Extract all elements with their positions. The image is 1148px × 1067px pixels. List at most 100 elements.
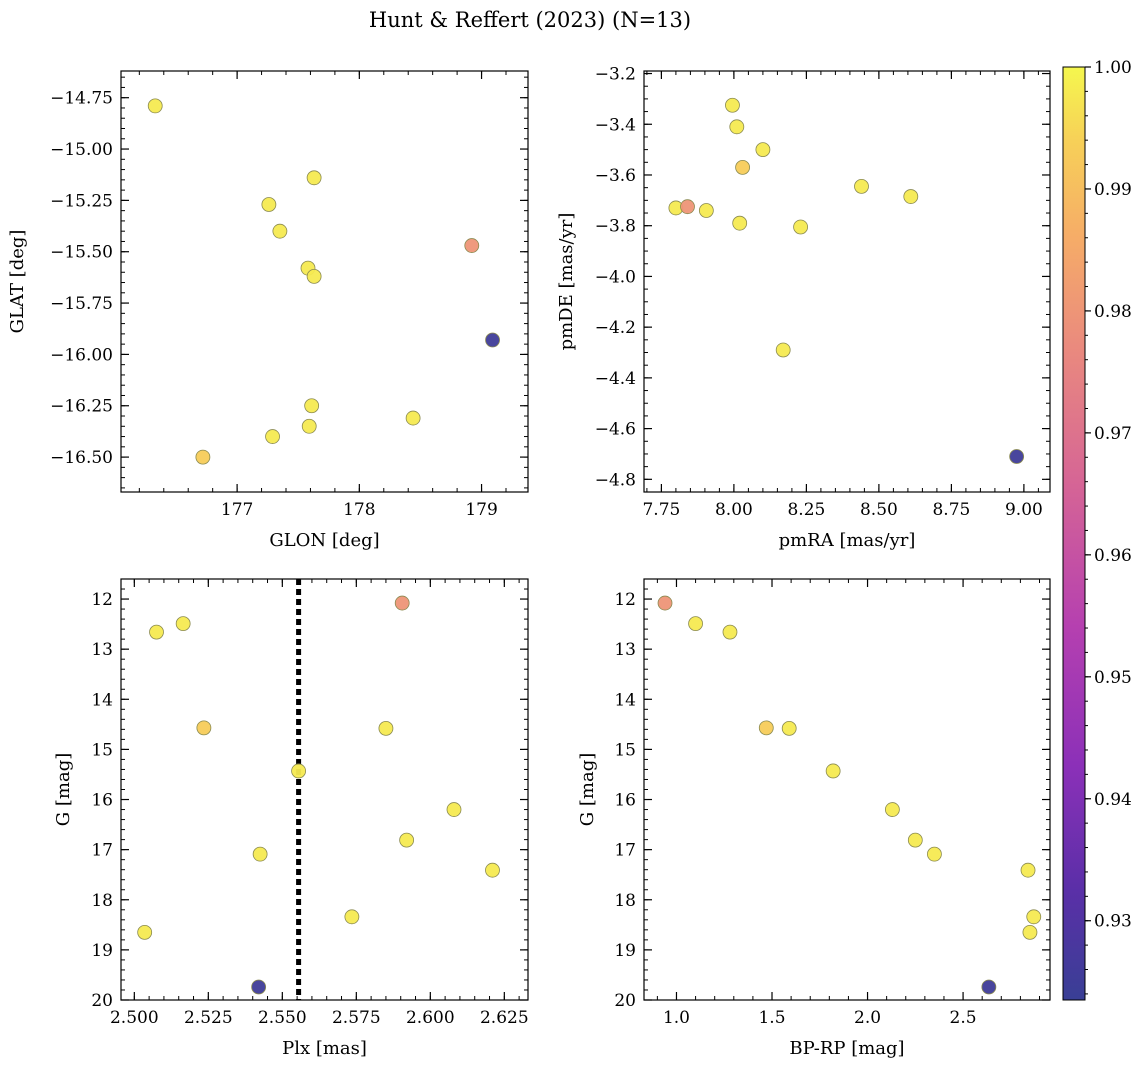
scatter-point: [907, 832, 923, 848]
panel-plx-g: 2.500 2.525 2.550 2.575 2.600 2.625 12 13 14 15 16…: [53, 578, 529, 1059]
panels: 177 178 179 −14.75 −15.00 −15.25 −15.50 −15.75 −…: [7, 65, 1051, 1059]
scatter-point: [272, 223, 288, 239]
x-tick-label: 177: [221, 500, 253, 520]
scatter-point: [755, 142, 771, 158]
scatter-point: [854, 178, 869, 194]
scatter-point: [725, 97, 740, 113]
scatter-point: [680, 199, 695, 215]
y-tick-label: −3.4: [595, 115, 636, 135]
x-tick-label: 8.25: [787, 500, 825, 520]
y-tick-label: −15.25: [50, 191, 113, 211]
scatter-point: [729, 119, 745, 135]
x-tick-label: 178: [343, 500, 375, 520]
x-axis-label: Plx [mas]: [282, 1038, 367, 1059]
panel-cmd: 1.0 1.5 2.0 2.5 12 13 14 15 16 17 18 19 20 BP-RP [mag…: [577, 578, 1051, 1059]
y-tick-label: −4.0: [595, 267, 636, 287]
scatter-point: [698, 203, 714, 218]
y-tick-label: 12: [614, 590, 636, 610]
scatter-point: [446, 802, 462, 817]
y-tick-label: 14: [614, 690, 636, 710]
scatter-point: [147, 98, 163, 114]
scatter-point: [1009, 449, 1025, 464]
y-tick-label: 14: [91, 690, 113, 710]
scatter-point: [903, 189, 919, 204]
panel-frame: [643, 578, 1051, 1001]
scatter-point: [1026, 909, 1042, 925]
scatter-point: [265, 429, 280, 444]
scatter-point: [735, 159, 750, 175]
panel-glon-glat: 177 178 179 −14.75 −15.00 −15.25 −15.50 −15.75 −…: [7, 70, 529, 551]
colorbar-tick-label: 0.98: [1094, 302, 1132, 322]
y-tick-label: −4.2: [595, 318, 636, 338]
scatter-point: [137, 924, 153, 940]
y-tick-label: 20: [614, 991, 636, 1011]
scatter-point: [927, 846, 942, 862]
x-tick-label: 2.500: [110, 1008, 159, 1028]
scatter-point: [732, 215, 748, 231]
scatter-point: [394, 595, 410, 611]
x-axis-label: BP-RP [mag]: [789, 1038, 904, 1059]
y-tick-label: 19: [91, 941, 113, 961]
y-tick-label: −14.75: [50, 89, 113, 109]
x-tick-label: 2.550: [258, 1008, 307, 1028]
scatter-point: [175, 616, 191, 632]
y-tick-label: −3.8: [595, 217, 636, 237]
y-tick-label: −15.75: [50, 294, 113, 314]
scatter-point: [306, 268, 322, 284]
scatter-point: [291, 763, 307, 779]
scatter-point: [261, 197, 277, 212]
x-tick-label: 2.0: [854, 1008, 881, 1028]
colorbar: 0.93 0.94 0.95 0.96 0.97 0.98 0.99 1.00: [1062, 58, 1132, 1001]
x-tick-label: 1.5: [758, 1008, 785, 1028]
scatter-point: [195, 449, 211, 465]
y-tick-label: −4.8: [595, 470, 636, 490]
scatter-point: [252, 846, 268, 862]
colorbar-gradient: [1062, 66, 1086, 1001]
x-tick-label: 179: [465, 500, 497, 520]
scatter-point: [722, 624, 738, 640]
scatter-point: [378, 720, 394, 736]
y-tick-label: 15: [614, 740, 636, 760]
scatter-point: [657, 595, 673, 611]
y-tick-label: 13: [614, 640, 636, 660]
y-tick-label: −3.2: [595, 65, 636, 85]
y-tick-label: 17: [91, 841, 113, 861]
scatter-point: [688, 616, 703, 632]
scatter-point: [758, 720, 774, 736]
y-tick-label: 17: [614, 841, 636, 861]
x-tick-label: 8.50: [860, 500, 898, 520]
scatter-point: [301, 418, 317, 434]
y-tick-label: 13: [91, 640, 113, 660]
y-tick-label: 18: [91, 891, 113, 911]
y-axis-label: GLAT [deg]: [7, 230, 28, 334]
colorbar-tick-label: 0.99: [1094, 180, 1132, 200]
scatter-point: [405, 410, 421, 426]
scatter-point: [251, 979, 267, 995]
colorbar-tick-label: 0.94: [1094, 790, 1132, 810]
x-tick-label: 8.75: [932, 500, 970, 520]
scatter-point: [981, 979, 997, 995]
y-tick-label: −16.00: [50, 345, 113, 365]
scatter-point: [344, 909, 360, 925]
scatter-point: [149, 624, 164, 640]
panel-frame: [643, 70, 1051, 493]
y-tick-label: 12: [91, 590, 113, 610]
colorbar-tick-label: 0.97: [1094, 424, 1132, 444]
y-tick-label: 18: [614, 891, 636, 911]
colorbar-tick-label: 0.95: [1094, 668, 1132, 688]
colorbar-tick-label: 0.96: [1094, 546, 1132, 566]
scatter-point: [1020, 862, 1036, 878]
x-axis-label: GLON [deg]: [269, 530, 379, 551]
x-tick-label: 2.575: [332, 1008, 381, 1028]
scatter-point: [781, 720, 797, 736]
scatter-point: [196, 720, 212, 736]
x-tick-label: 2.5: [950, 1008, 977, 1028]
y-tick-label: −15.00: [50, 140, 113, 160]
scatter-point: [399, 832, 415, 848]
x-axis-label: pmRA [mas/yr]: [779, 530, 916, 551]
x-tick-label: 2.600: [406, 1008, 455, 1028]
scatter-point: [485, 332, 500, 348]
panel-frame: [120, 578, 529, 1001]
x-tick-label: 7.75: [642, 500, 680, 520]
